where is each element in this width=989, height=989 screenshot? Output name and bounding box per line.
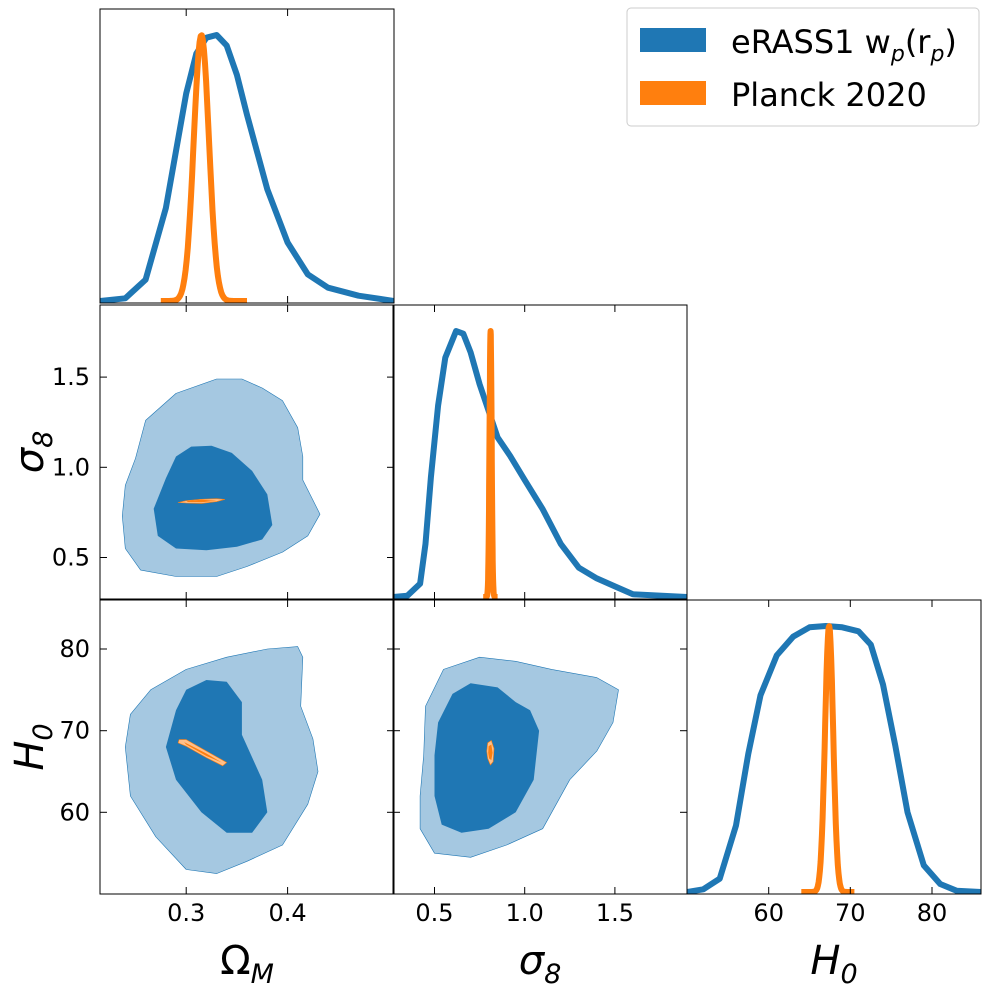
x-tick-label-h0-80: 80 (917, 899, 948, 927)
legend-swatch-erass1 (640, 28, 706, 52)
axis-label-symbol: σ (519, 938, 546, 984)
axis-label-symbol: H (7, 741, 53, 771)
axis-label-symbol: H (810, 938, 840, 984)
panel-s8_om-contours (122, 378, 321, 577)
axis-label-subscript: 8 (28, 431, 59, 448)
x-tick-label-om-0.4: 0.4 (269, 899, 307, 927)
marginal-erass1-h0-line (687, 623, 981, 894)
legend-label-erass1: eRASS1 wp(rp) (731, 23, 957, 67)
legend-label-erass1-sub2: p (929, 42, 944, 67)
y-tick-label-h0-60: 60 (59, 798, 90, 826)
frame-layer (99, 8, 982, 895)
x-tick-label-s8-1.5: 1.5 (596, 899, 634, 927)
contour-erass1-h0_om-68 (165, 680, 268, 833)
x-tick-label-h0-70: 70 (835, 899, 866, 927)
y-tick-label-s8-1: 1.0 (52, 453, 90, 481)
legend-frame (626, 7, 980, 127)
x-tick-label-h0-60: 60 (753, 899, 784, 927)
axis-label-symbol: Ω (220, 938, 251, 984)
x-axis-label-s8: σ8 (519, 938, 562, 989)
panel-h0_s8-contours (419, 656, 619, 858)
legend-label-erass1-sub1: p (890, 42, 905, 67)
y-tick-label-h0-70: 70 (59, 717, 90, 745)
legend-label-erass1-end: ) (944, 23, 956, 61)
legend-label-erass1-mid: (r (905, 23, 931, 61)
contour-planck-h0_om-68 (184, 742, 222, 763)
x-tick-label-om-0.3: 0.3 (167, 899, 205, 927)
axis-label-subscript: 8 (544, 959, 561, 989)
axis-label-subscript: M (251, 959, 274, 989)
axis-label-subscript: 0 (28, 723, 59, 740)
x-axis-label-om: ΩM (220, 938, 274, 989)
panel-frame-h0-om (99, 599, 395, 895)
panel-om-marginal (100, 32, 394, 303)
legend-label-erass1-main: eRASS1 w (731, 23, 891, 61)
y-tick-label-s8-1.5: 1.5 (52, 363, 90, 391)
axis-label-subscript: 0 (840, 959, 857, 989)
panel-frame-s8-om (99, 304, 395, 600)
panel-s8-marginal (393, 328, 687, 599)
y-axis-label-s8: σ8 (7, 431, 59, 474)
x-axis-label-h0: H0 (810, 938, 857, 989)
panel-frame-om-om (99, 8, 395, 304)
contour-planck-h0_s8-68 (488, 744, 493, 761)
contour-erass1-h0_s8-68 (434, 683, 540, 833)
legend-label-planck: Planck 2020 (731, 76, 927, 114)
marginal-erass1-s8-line (393, 328, 687, 599)
x-tick-label-s8-1: 1.0 (506, 899, 544, 927)
marginal-planck-om-line (158, 32, 249, 303)
y-tick-label-h0-80: 80 (59, 635, 90, 663)
panel-h0_om-contours (125, 646, 319, 874)
plot-layer (100, 32, 981, 894)
marginal-planck-s8-line (480, 328, 501, 599)
y-tick-label-s8-0.5: 0.5 (52, 544, 90, 572)
y-axis-label-h0: H0 (7, 723, 59, 770)
x-tick-label-s8-0.5: 0.5 (415, 899, 453, 927)
contour-planck-s8_om-68 (186, 499, 217, 503)
axis-label-symbol: σ (7, 446, 53, 473)
marginal-erass1-om-line (100, 32, 394, 303)
marginal-planck-h0-line (799, 623, 857, 894)
panel-frame-s8-s8 (392, 304, 688, 600)
legend: eRASS1 wp(rp) Planck 2020 (626, 7, 980, 127)
tick-layer (100, 9, 933, 894)
panel-h0-marginal (687, 623, 981, 894)
panel-frame-h0-h0 (686, 599, 982, 895)
legend-swatch-planck (640, 81, 706, 105)
contour-erass1-s8_om-68 (153, 445, 273, 551)
